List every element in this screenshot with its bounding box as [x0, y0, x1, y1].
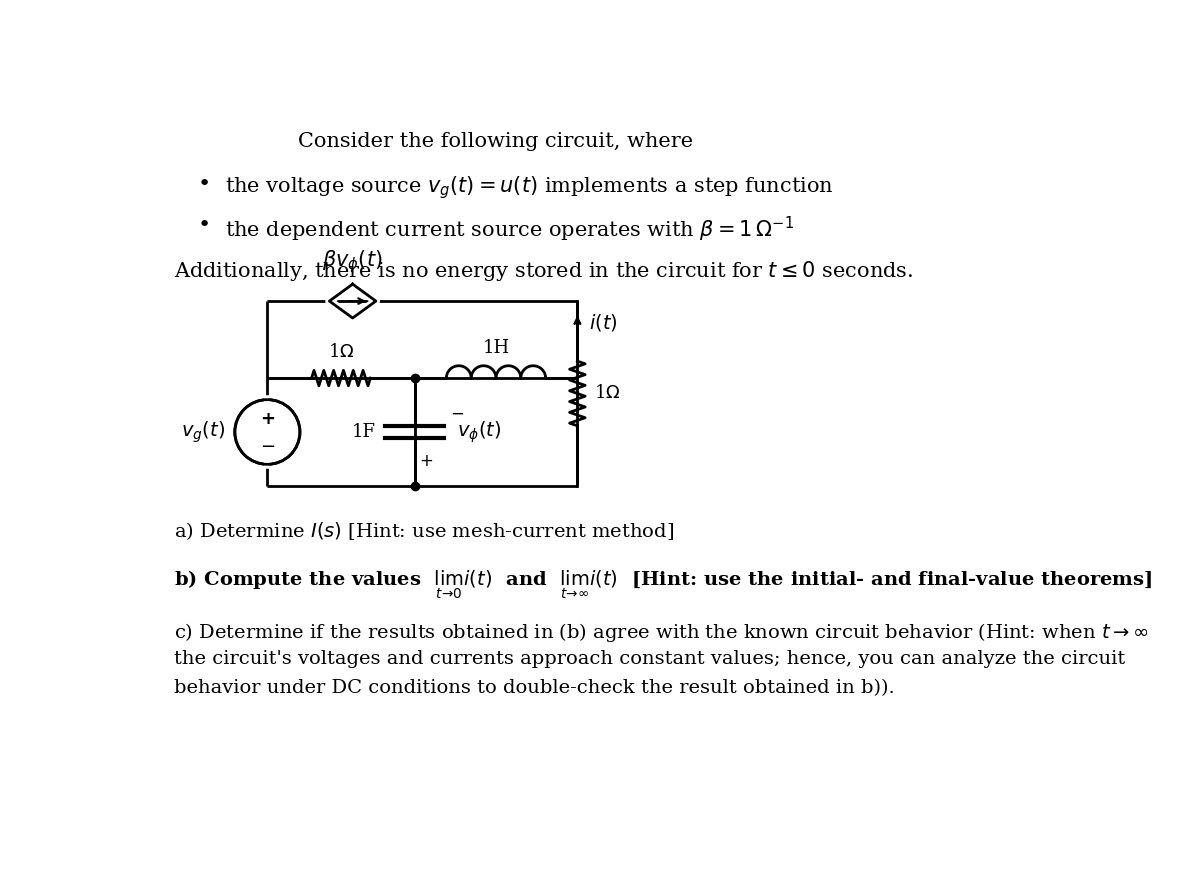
Text: $+$: $+$ — [418, 452, 432, 470]
Text: b) Compute the values  $\lim_{t\to 0} i(t)$  and  $\lim_{t\to\infty} i(t)$  [Hin: b) Compute the values $\lim_{t\to 0} i(t… — [174, 568, 1152, 600]
Text: 1H: 1H — [483, 339, 510, 357]
Text: Consider the following circuit, where: Consider the following circuit, where — [298, 132, 694, 151]
Text: $i(t)$: $i(t)$ — [589, 312, 617, 333]
Text: •: • — [198, 215, 211, 235]
Text: $v_g(t)$: $v_g(t)$ — [180, 419, 225, 445]
Text: c) Determine if the results obtained in (b) agree with the known circuit behavio: c) Determine if the results obtained in … — [174, 621, 1150, 644]
Text: $\beta v_\phi(t)$: $\beta v_\phi(t)$ — [323, 248, 383, 275]
Text: $-$: $-$ — [260, 436, 274, 454]
Text: behavior under DC conditions to double-check the result obtained in b)).: behavior under DC conditions to double-c… — [174, 679, 895, 698]
Text: •: • — [198, 174, 211, 194]
Text: the voltage source $v_g(t) = u(t)$ implements a step function: the voltage source $v_g(t) = u(t)$ imple… — [225, 174, 833, 201]
Text: $-$: $-$ — [450, 404, 464, 422]
Text: the dependent current source operates with $\beta = 1\,\Omega^{-1}$: the dependent current source operates wi… — [225, 215, 794, 244]
Text: $v_\phi(t)$: $v_\phi(t)$ — [457, 419, 502, 445]
Text: a) Determine $I(s)$ [Hint: use mesh-current method]: a) Determine $I(s)$ [Hint: use mesh-curr… — [174, 521, 675, 542]
Text: Additionally, there is no energy stored in the circuit for $t \leq 0$ seconds.: Additionally, there is no energy stored … — [174, 259, 914, 283]
Text: 1$\Omega$: 1$\Omega$ — [595, 384, 621, 402]
Text: +: + — [260, 410, 274, 428]
Text: 1F: 1F — [352, 423, 376, 441]
Text: the circuit's voltages and currents approach constant values; hence, you can ana: the circuit's voltages and currents appr… — [174, 650, 1126, 668]
Text: 1$\Omega$: 1$\Omega$ — [327, 343, 355, 361]
